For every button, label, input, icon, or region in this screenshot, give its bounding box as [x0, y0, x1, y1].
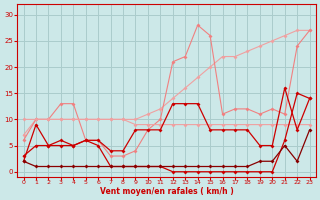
X-axis label: Vent moyen/en rafales ( km/h ): Vent moyen/en rafales ( km/h ) [100, 187, 234, 196]
